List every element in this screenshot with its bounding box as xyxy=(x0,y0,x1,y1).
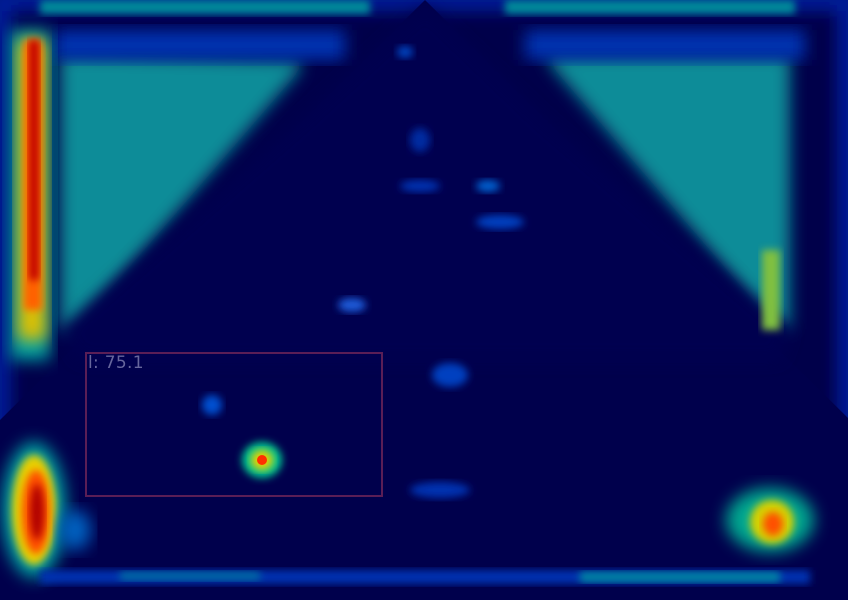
detection-label: l: 75.1 xyxy=(88,353,144,373)
detection-bounding-box xyxy=(85,352,383,497)
